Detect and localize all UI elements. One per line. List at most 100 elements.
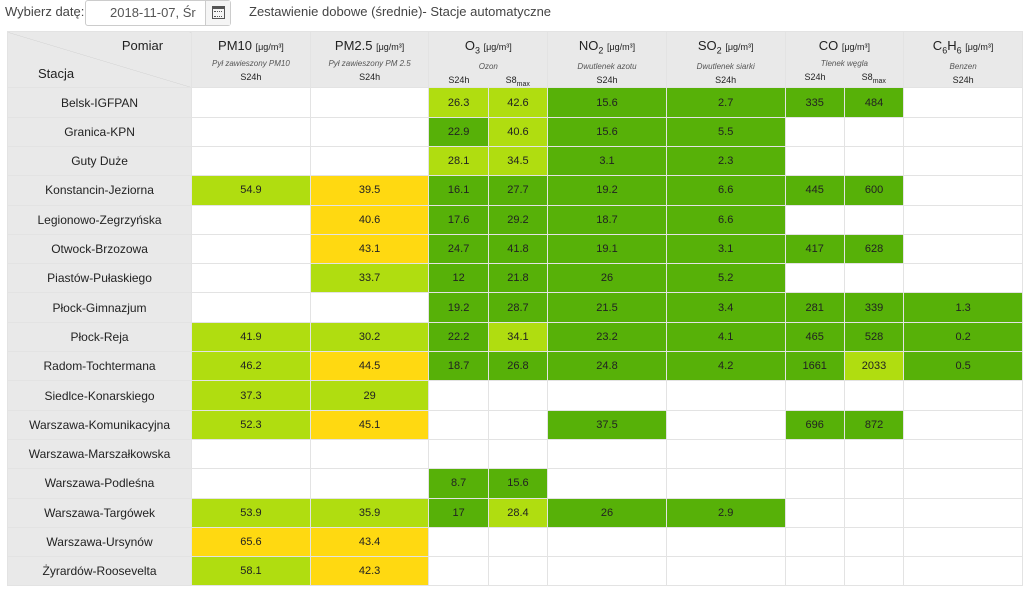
value-cell: 23.2 <box>547 321 667 353</box>
value-cell <box>191 204 311 235</box>
date-picker-label: Wybierz datę: <box>5 4 85 19</box>
value-cell: 53.9 <box>191 497 311 528</box>
value-cell: 43.4 <box>309 526 430 558</box>
value-cell: 8.7 <box>428 468 489 499</box>
value-cell: 281 <box>784 292 845 323</box>
header-pm10: PM10 [μg/m³] Pył zawieszony PM10 S24h <box>191 30 311 89</box>
table-row: Konstancin-Jeziorna 54.9 39.5 16.1 27.7 19.2 6… <box>6 175 1023 206</box>
value-cell <box>665 556 786 587</box>
table-row: Piastów-Pułaskiego 33.7 12 21.8 26 5.2 <box>6 263 1023 294</box>
table-row: Granica-KPN 22.9 40.6 15.6 5.5 <box>6 116 1023 147</box>
value-cell <box>487 438 549 470</box>
value-cell: 17.6 <box>428 204 489 235</box>
value-cell <box>903 145 1023 177</box>
value-cell <box>784 263 845 294</box>
value-cell: 41.9 <box>191 321 311 353</box>
value-cell: 335 <box>784 87 845 118</box>
table-row: Warszawa-Marszałkowska <box>6 438 1023 470</box>
value-cell <box>191 438 311 470</box>
value-cell: 528 <box>843 321 905 353</box>
value-cell: 16.1 <box>428 175 489 206</box>
value-cell <box>784 116 845 147</box>
station-name: Płock-Reja <box>6 321 193 353</box>
header-co: CO [μg/m³] Tlenek węgla S24h S8max <box>784 30 905 89</box>
value-cell: 35.9 <box>309 497 430 528</box>
value-cell: 29 <box>309 380 430 411</box>
value-cell: 445 <box>784 175 845 206</box>
value-cell <box>428 526 489 558</box>
value-cell: 26.8 <box>487 351 549 382</box>
value-cell: 465 <box>784 321 845 353</box>
value-cell <box>191 116 311 147</box>
value-cell: 65.6 <box>191 526 311 558</box>
value-cell <box>843 204 905 235</box>
station-name: Guty Duże <box>6 145 193 177</box>
value-cell: 15.6 <box>547 116 667 147</box>
header-o3: O3 [μg/m³] Ozon S24h S8max <box>428 30 549 89</box>
value-cell: 4.1 <box>665 321 786 353</box>
value-cell <box>843 263 905 294</box>
header-so2: SO2 [μg/m³] Dwutlenek siarki S24h <box>665 30 786 89</box>
value-cell: 696 <box>784 409 845 440</box>
value-cell <box>903 468 1023 499</box>
value-cell: 12 <box>428 263 489 294</box>
table-row: Guty Duże 28.1 34.5 3.1 2.3 <box>6 145 1023 177</box>
value-cell: 37.3 <box>191 380 311 411</box>
calendar-icon[interactable] <box>212 6 225 19</box>
value-cell: 28.1 <box>428 145 489 177</box>
value-cell <box>665 380 786 411</box>
station-name: Radom-Tochtermana <box>6 351 193 382</box>
table-row: Legionowo-Zegrzyńska 40.6 17.6 29.2 18.7 6.6 <box>6 204 1023 235</box>
value-cell: 40.6 <box>309 204 430 235</box>
value-cell: 26 <box>547 497 667 528</box>
value-cell: 44.5 <box>309 351 430 382</box>
table-row: Otwock-Brzozowa 43.1 24.7 41.8 19.1 3.1 417 628 <box>6 233 1023 265</box>
table-corner-header: Pomiar Stacja <box>6 30 193 89</box>
value-cell <box>191 145 311 177</box>
value-cell: 339 <box>843 292 905 323</box>
value-cell <box>191 292 311 323</box>
station-name: Warszawa-Podleśna <box>6 468 193 499</box>
value-cell: 43.1 <box>309 233 430 265</box>
value-cell: 33.7 <box>309 263 430 294</box>
value-cell: 0.2 <box>903 321 1023 353</box>
value-cell: 39.5 <box>309 175 430 206</box>
station-name: Warszawa-Ursynów <box>6 526 193 558</box>
value-cell: 484 <box>843 87 905 118</box>
value-cell: 41.8 <box>487 233 549 265</box>
value-cell: 40.6 <box>487 116 549 147</box>
value-cell <box>309 87 430 118</box>
value-cell: 600 <box>843 175 905 206</box>
value-cell: 1.3 <box>903 292 1023 323</box>
value-cell <box>843 116 905 147</box>
value-cell <box>547 468 667 499</box>
calendar-button[interactable] <box>205 1 230 25</box>
date-picker[interactable]: 2018-11-07, Śr <box>85 0 231 26</box>
station-name: Legionowo-Zegrzyńska <box>6 204 193 235</box>
date-input[interactable]: 2018-11-07, Śr <box>110 5 196 20</box>
value-cell <box>784 526 845 558</box>
value-cell: 26 <box>547 263 667 294</box>
value-cell <box>784 145 845 177</box>
value-cell <box>547 380 667 411</box>
value-cell <box>428 438 489 470</box>
header-pm25: PM2.5 [μg/m³] Pył zawieszony PM 2.5 S24h <box>309 30 430 89</box>
value-cell <box>665 526 786 558</box>
value-cell: 17 <box>428 497 489 528</box>
table-row: Żyrardów-Roosevelta 58.1 42.3 <box>6 556 1023 587</box>
station-name: Płock-Gimnazjum <box>6 292 193 323</box>
value-cell <box>903 556 1023 587</box>
value-cell: 26.3 <box>428 87 489 118</box>
value-cell <box>843 438 905 470</box>
value-cell: 34.1 <box>487 321 549 353</box>
value-cell: 0.5 <box>903 351 1023 382</box>
value-cell: 28.7 <box>487 292 549 323</box>
value-cell: 2.3 <box>665 145 786 177</box>
value-cell <box>309 468 430 499</box>
value-cell <box>547 438 667 470</box>
station-name: Konstancin-Jeziorna <box>6 175 193 206</box>
station-name: Belsk-IGFPAN <box>6 87 193 118</box>
station-name: Granica-KPN <box>6 116 193 147</box>
value-cell <box>487 380 549 411</box>
value-cell <box>428 380 489 411</box>
